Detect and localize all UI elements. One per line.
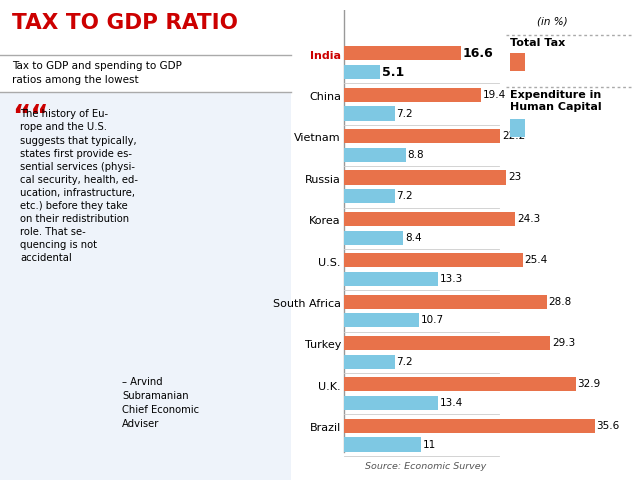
Text: 35.6: 35.6	[596, 421, 620, 431]
Text: 32.9: 32.9	[577, 379, 601, 389]
Text: 25.4: 25.4	[525, 255, 548, 265]
Bar	[344, 212, 515, 226]
Bar	[344, 295, 547, 309]
Bar	[509, 53, 525, 71]
Text: Vietnam: Vietnam	[294, 133, 341, 144]
Bar	[344, 65, 380, 79]
Text: 7.2: 7.2	[396, 108, 413, 119]
Bar	[344, 313, 419, 327]
Text: 23: 23	[508, 172, 521, 182]
Bar	[344, 88, 481, 102]
Bar	[344, 336, 550, 350]
Text: 22.2: 22.2	[502, 131, 525, 141]
Text: 7.2: 7.2	[396, 357, 413, 367]
Bar	[344, 107, 394, 120]
Text: U.S.: U.S.	[319, 258, 341, 267]
Text: 24.3: 24.3	[517, 214, 540, 224]
Text: Expenditure in
Human Capital: Expenditure in Human Capital	[509, 90, 601, 112]
Bar	[344, 189, 394, 204]
Bar	[0, 0, 291, 55]
Text: Turkey: Turkey	[305, 340, 341, 350]
Text: India: India	[310, 51, 341, 60]
Text: 8.4: 8.4	[404, 233, 421, 243]
Bar	[344, 253, 523, 267]
Text: Tax to GDP and spending to GDP
ratios among the lowest: Tax to GDP and spending to GDP ratios am…	[12, 61, 182, 84]
Bar	[344, 396, 438, 410]
Text: 10.7: 10.7	[421, 315, 444, 325]
Bar	[344, 129, 500, 143]
Bar	[344, 419, 595, 433]
Bar	[344, 148, 406, 162]
Bar	[344, 355, 394, 369]
Text: Source: Economic Survey: Source: Economic Survey	[365, 462, 486, 471]
Text: 13.3: 13.3	[439, 274, 463, 284]
Text: (in %): (in %)	[536, 17, 567, 27]
Text: The history of Eu-
rope and the U.S.
suggests that typically,
states first provi: The history of Eu- rope and the U.S. sug…	[20, 109, 138, 263]
Text: 13.4: 13.4	[440, 398, 463, 408]
Bar	[344, 46, 461, 60]
Text: 7.2: 7.2	[396, 191, 413, 201]
Text: – Arvind
Subramanian
Chief Economic
Adviser: – Arvind Subramanian Chief Economic Advi…	[122, 377, 200, 429]
Bar	[344, 437, 421, 452]
Bar	[344, 230, 403, 245]
Text: China: China	[309, 92, 341, 102]
Text: 5.1: 5.1	[381, 66, 404, 79]
Text: Total Tax: Total Tax	[509, 38, 564, 48]
Text: 29.3: 29.3	[552, 338, 575, 348]
Text: ““: ““	[12, 103, 48, 131]
Text: 28.8: 28.8	[548, 297, 572, 307]
Bar	[344, 272, 438, 286]
Bar	[344, 170, 506, 184]
Bar	[344, 377, 576, 391]
Text: 16.6: 16.6	[463, 47, 493, 60]
Text: Russia: Russia	[305, 175, 341, 185]
Text: 19.4: 19.4	[483, 90, 506, 100]
Text: Korea: Korea	[309, 216, 341, 226]
Text: Brazil: Brazil	[310, 423, 341, 433]
Bar	[509, 119, 525, 136]
Text: South Africa: South Africa	[273, 299, 341, 309]
Text: 11: 11	[423, 440, 436, 450]
Text: U.K.: U.K.	[318, 382, 341, 392]
Bar	[0, 92, 291, 480]
Text: TAX TO GDP RATIO: TAX TO GDP RATIO	[12, 13, 237, 33]
Text: 8.8: 8.8	[408, 150, 424, 160]
